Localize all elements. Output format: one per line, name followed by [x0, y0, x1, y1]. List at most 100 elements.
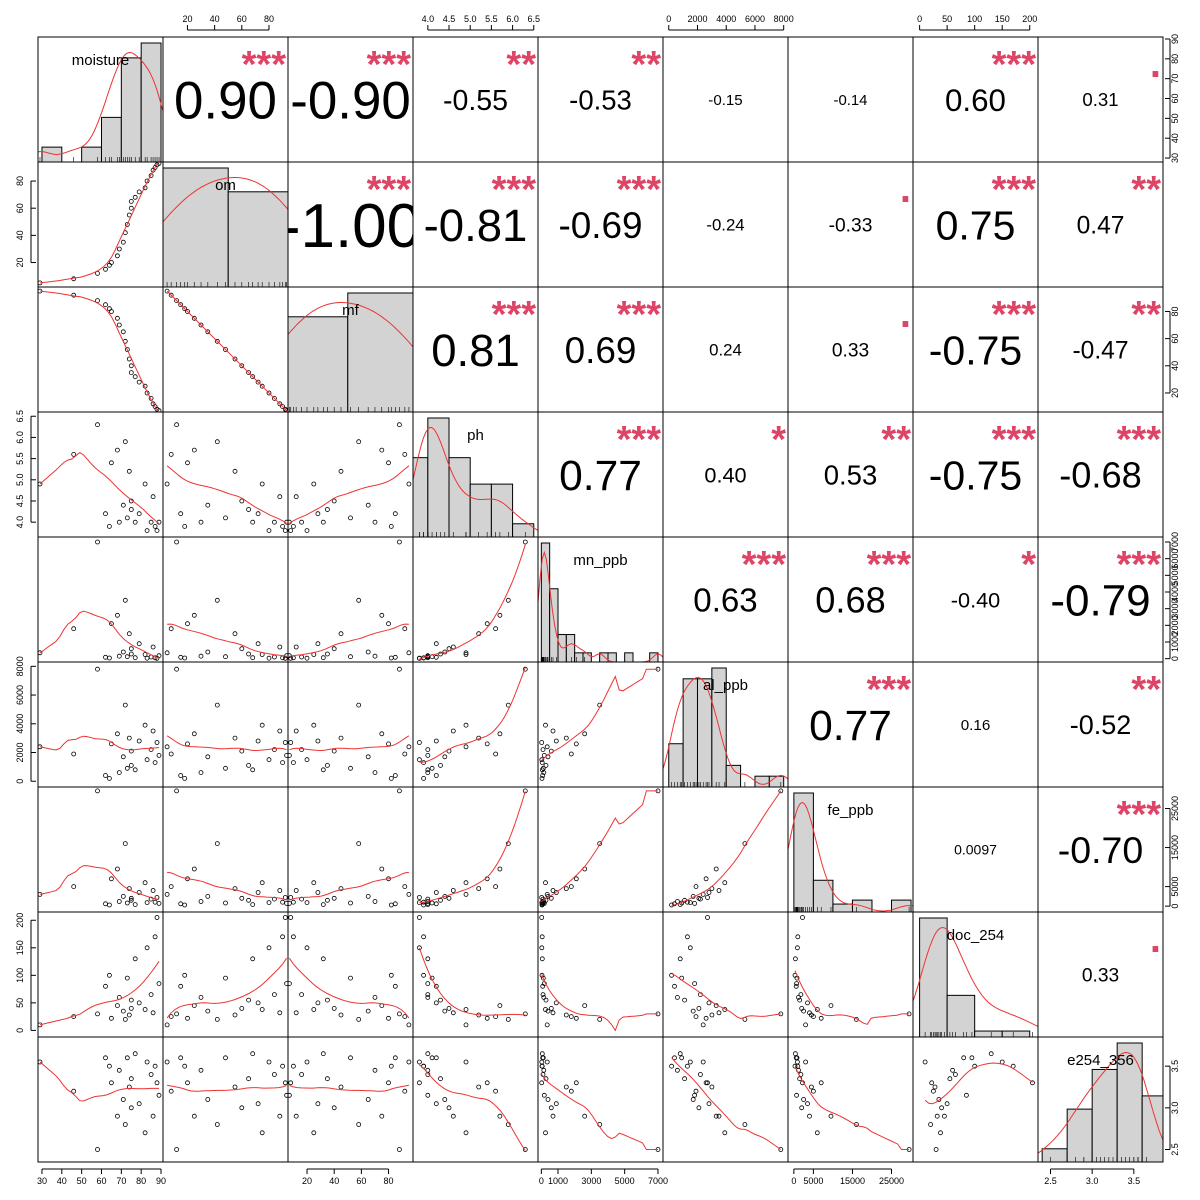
scatter-point — [271, 654, 277, 660]
scatter-point — [122, 841, 128, 846]
density-curve — [38, 51, 163, 156]
scatter-panel-e254_356-vs-fe_ppb — [792, 1051, 912, 1152]
scatter-point — [232, 1084, 238, 1090]
scatter-panel-fe_ppb-vs-ph — [416, 788, 528, 908]
scatter-point — [282, 740, 288, 745]
scatter-point — [259, 1007, 265, 1012]
scatter-point — [425, 992, 431, 997]
scatter-point — [425, 1051, 431, 1057]
scatter-point — [168, 292, 174, 298]
correlation-panel-moisture-al_ppb: -0.15 — [708, 92, 742, 109]
smooth-line — [794, 1066, 910, 1150]
smooth-line — [541, 974, 658, 1032]
scatter-point — [116, 519, 122, 525]
scatter-point — [205, 1097, 211, 1102]
scatter-point — [71, 751, 77, 757]
scatter-point — [144, 945, 150, 951]
scatter-point — [103, 773, 108, 778]
smooth-line — [541, 790, 658, 902]
correlation-panel-moisture-ph: -0.55** — [443, 44, 536, 117]
scatter-point — [38, 481, 43, 487]
scatter-point — [493, 884, 499, 889]
scatter-point — [132, 1051, 138, 1057]
scatter-point — [539, 895, 545, 900]
tick-label: 7000 — [1170, 532, 1180, 552]
scatter-point — [406, 1022, 412, 1028]
significance-stars: *** — [742, 544, 787, 586]
scatter-point — [463, 652, 469, 657]
panel-frame — [37, 161, 164, 288]
hist-bar — [832, 903, 853, 912]
scatter-point — [348, 765, 353, 771]
tick-label: 0 — [666, 14, 671, 24]
scatter-point — [109, 1015, 114, 1021]
significance-stars: *** — [867, 544, 912, 586]
scatter-point — [356, 1122, 362, 1127]
tick-label: 15000 — [1170, 835, 1180, 860]
scatter-point — [259, 481, 265, 487]
scatter-point — [120, 894, 126, 899]
scatter-point — [433, 983, 439, 989]
tick-label: 100 — [15, 968, 25, 983]
tick-label: 3.5 — [1170, 1060, 1180, 1073]
scatter-point — [463, 880, 469, 886]
scatter-point — [402, 1088, 408, 1094]
scatter-point — [299, 1072, 305, 1077]
tick-label: 20 — [1170, 388, 1180, 398]
hist-bar — [490, 483, 514, 537]
correlation-panel-mf-fe_ppb: 0.33. — [832, 292, 911, 361]
scatter-point — [288, 740, 294, 745]
scatter-point — [406, 650, 412, 656]
scatter-point — [540, 992, 546, 997]
scatter-point — [178, 654, 184, 660]
scatter-point — [379, 866, 385, 872]
scatter-point — [550, 888, 556, 893]
scatter-point — [277, 494, 283, 500]
scatter-panel-al_ppb-vs-moisture — [38, 666, 162, 781]
tick-label: 0 — [1170, 904, 1180, 909]
scatter-point — [793, 1051, 798, 1057]
significance-stars: ** — [1131, 169, 1161, 211]
scatter-point — [122, 1017, 128, 1022]
scatter-point — [198, 770, 204, 775]
scatter-point — [136, 511, 142, 517]
significance-stars: *** — [992, 44, 1037, 86]
scatter-point — [476, 886, 482, 891]
scatter-point — [109, 876, 114, 882]
scatter-point — [154, 915, 160, 920]
scatter-point — [205, 502, 211, 508]
scatter-point — [716, 1113, 722, 1119]
scatter-point — [331, 498, 337, 504]
tick-label: 3000 — [1170, 599, 1180, 619]
scatter-point — [174, 666, 180, 672]
scatter-point — [178, 1055, 184, 1061]
scatter-panel-fe_ppb-vs-moisture — [38, 788, 162, 908]
scatter-point — [388, 1063, 394, 1069]
tick-label: 0 — [917, 14, 922, 24]
scatter-point — [182, 1063, 188, 1069]
scatter-point — [961, 1055, 967, 1061]
panel-frame — [37, 786, 164, 913]
tick-label: 5000 — [1170, 565, 1180, 585]
scatter-point — [692, 1092, 697, 1098]
tick-label: 60 — [96, 1176, 106, 1186]
scatter-point — [185, 1015, 190, 1021]
scatter-point — [563, 735, 569, 741]
scatter-point — [150, 1010, 156, 1016]
scatter-point — [223, 900, 228, 906]
correlation-panel-moisture-fe_ppb: -0.14 — [834, 93, 868, 109]
scatter-point — [497, 612, 503, 618]
scatter-point — [103, 266, 108, 272]
scatter-point — [493, 751, 499, 757]
scatter-point — [109, 1080, 114, 1086]
scatter-point — [223, 975, 228, 981]
panel-frame — [37, 286, 164, 413]
smooth-line — [39, 451, 160, 524]
scatter-point — [425, 753, 431, 758]
scatter-point — [116, 770, 122, 775]
scatter-point — [271, 519, 277, 525]
panel-frame — [162, 911, 289, 1038]
scatter-point — [109, 460, 114, 466]
correlation-value: 0.60 — [945, 83, 1006, 118]
